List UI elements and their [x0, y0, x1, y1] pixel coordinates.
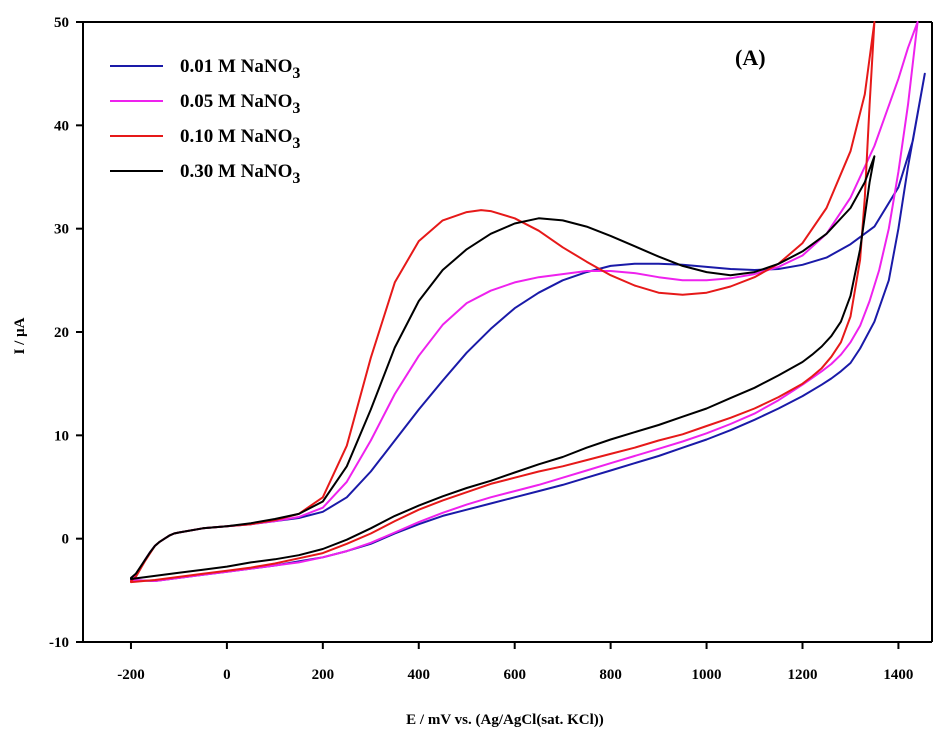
panel-label: (A)	[735, 45, 766, 70]
series-layer	[130, 21, 926, 584]
y-axis-ticks: -10 0 10 20 30 40 50	[49, 15, 83, 651]
legend-label-main: 0.05 M NaNO	[180, 91, 292, 112]
legend-label-4: 0.30 M NaNO3	[180, 161, 300, 187]
legend-label-subscript: 3	[292, 135, 300, 152]
x-axis-ticks: -200 0 200 400 600 800 1000 1200 1400	[117, 642, 913, 683]
series-line-1	[130, 72, 926, 582]
x-tick-label: 400	[408, 667, 431, 683]
y-tick-label: 0	[62, 532, 70, 548]
y-tick-label: 40	[54, 118, 69, 134]
legend-label-3: 0.10 M NaNO3	[180, 126, 300, 152]
legend-label-2: 0.05 M NaNO3	[180, 91, 300, 117]
legend-label-main: 0.30 M NaNO	[180, 161, 292, 182]
y-tick-label: 30	[54, 222, 69, 238]
y-axis-title: I / µA	[12, 317, 28, 354]
series-line-4	[130, 155, 876, 580]
legend-label-subscript: 3	[292, 170, 300, 187]
x-tick-label: 0	[223, 667, 231, 683]
x-tick-label: 1400	[883, 667, 913, 683]
x-tick-label: 200	[312, 667, 335, 683]
x-axis-title: E / mV vs. (Ag/AgCl(sat. KCl))	[406, 712, 604, 728]
x-tick-label: 1000	[692, 667, 722, 683]
legend-label-1: 0.01 M NaNO3	[180, 56, 300, 82]
legend-label-subscript: 3	[292, 100, 300, 117]
y-tick-label: 20	[54, 325, 69, 341]
legend-label-main: 0.01 M NaNO	[180, 56, 292, 77]
legend-label-subscript: 3	[292, 65, 300, 82]
series-line-3	[130, 21, 876, 584]
y-tick-label: 50	[54, 15, 69, 31]
x-tick-label: -200	[117, 667, 145, 683]
x-tick-label: 1200	[787, 667, 817, 683]
plot-frame	[82, 21, 933, 643]
legend-label-main: 0.10 M NaNO	[180, 126, 292, 147]
x-tick-label: 600	[503, 667, 526, 683]
x-tick-label: 800	[599, 667, 622, 683]
y-tick-label: -10	[49, 635, 69, 651]
y-tick-label: 10	[54, 428, 69, 444]
